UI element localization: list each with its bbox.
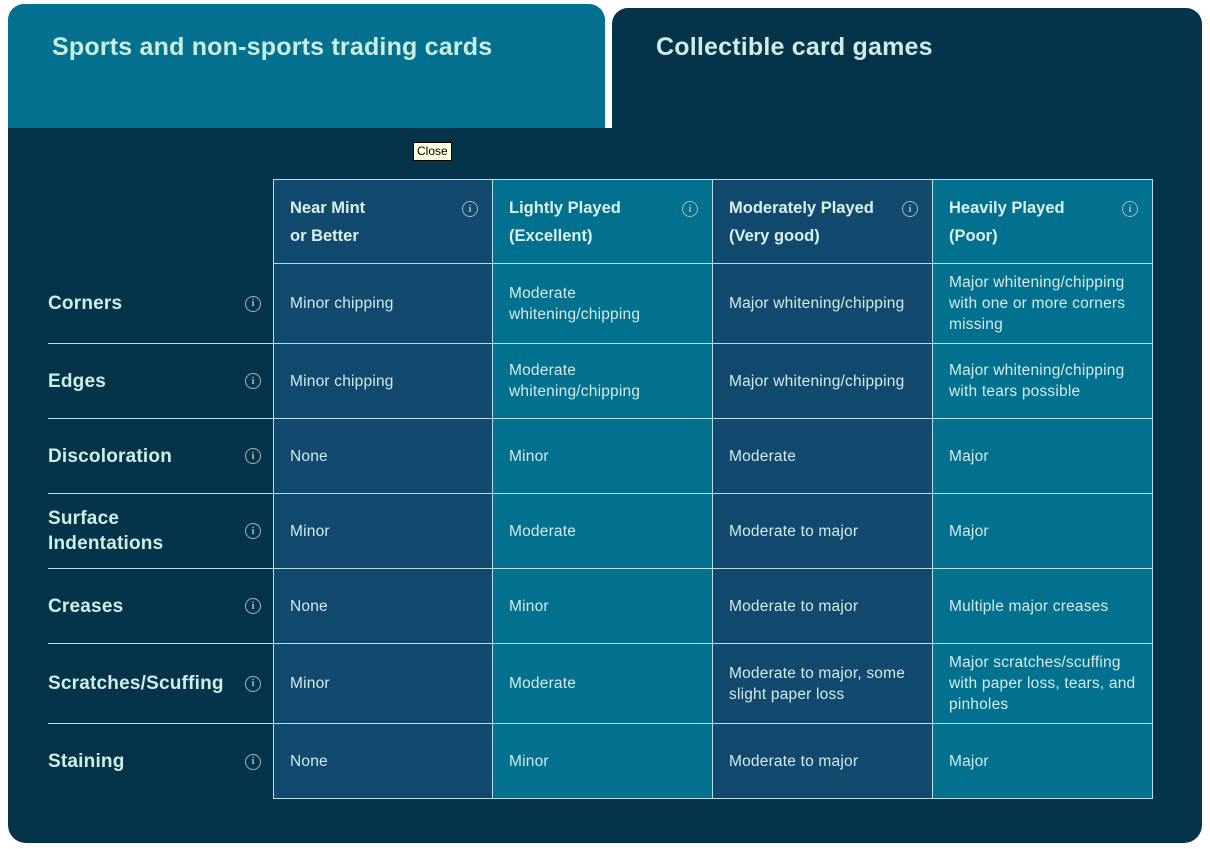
info-icon[interactable]: i <box>245 675 261 692</box>
info-icon[interactable]: i <box>245 753 261 770</box>
column-header-heavily-played: Heavily Played (Poor) i <box>933 179 1153 264</box>
info-icon[interactable]: i <box>245 523 261 539</box>
table-cell: Major whitening/chipping with one or mor… <box>933 264 1153 344</box>
column-header-moderately-played: Moderately Played (Very good) i <box>713 179 933 264</box>
table-cell: Moderate to major, some slight paper los… <box>713 644 933 724</box>
row-label-staining: Staining i <box>48 724 273 799</box>
table-cell: Major whitening/chipping <box>713 264 933 344</box>
row-label-discoloration: Discoloration i <box>48 419 273 494</box>
table-cell: Major scratches/scuffing with paper loss… <box>933 644 1153 724</box>
table-cell: Multiple major creases <box>933 569 1153 644</box>
table-cell: Moderate whitening/chipping <box>493 344 713 419</box>
column-subtitle: (Poor) <box>949 226 998 245</box>
row-label-edges: Edges i <box>48 344 273 419</box>
table-cell: Minor <box>493 569 713 644</box>
column-header-near-mint: Near Mint or Better i <box>273 179 493 264</box>
table-cell: None <box>273 724 493 799</box>
info-icon[interactable]: i <box>1122 201 1138 217</box>
table-corner-spacer <box>48 179 273 264</box>
table-cell: Minor <box>493 419 713 494</box>
table-cell: Moderate <box>493 644 713 724</box>
column-subtitle: (Excellent) <box>509 226 593 245</box>
table-cell: Minor <box>273 644 493 724</box>
tab-label: Sports and non-sports trading cards <box>52 33 493 61</box>
table-cell: None <box>273 419 493 494</box>
grading-table: Near Mint or Better i Lightly Played (Ex… <box>48 179 1202 799</box>
table-cell: Moderate to major <box>713 569 933 644</box>
table-cell: Minor chipping <box>273 264 493 344</box>
table-cell: Major whitening/chipping with tears poss… <box>933 344 1153 419</box>
info-icon[interactable]: i <box>682 201 698 217</box>
table-cell: Moderate <box>493 494 713 569</box>
info-icon[interactable]: i <box>245 295 261 312</box>
table-cell: Major <box>933 419 1153 494</box>
info-icon[interactable]: i <box>245 598 261 614</box>
column-title: Lightly Played <box>509 198 621 217</box>
tab-sports-trading-cards[interactable]: Sports and non-sports trading cards <box>8 4 605 128</box>
row-label-corners: Corners i <box>48 264 273 344</box>
tab-collectible-card-games[interactable]: Collectible card games <box>612 8 1202 129</box>
info-icon[interactable]: i <box>462 201 478 217</box>
column-subtitle: (Very good) <box>729 226 820 245</box>
table-cell: Moderate to major <box>713 724 933 799</box>
main-panel: Near Mint or Better i Lightly Played (Ex… <box>8 128 1202 843</box>
info-icon[interactable]: i <box>245 373 261 389</box>
column-title: Heavily Played <box>949 198 1065 217</box>
info-icon[interactable]: i <box>902 201 918 217</box>
table-cell: None <box>273 569 493 644</box>
table-cell: Minor chipping <box>273 344 493 419</box>
info-icon[interactable]: i <box>245 448 261 464</box>
table-cell: Moderate <box>713 419 933 494</box>
table-cell: Minor <box>273 494 493 569</box>
column-header-lightly-played: Lightly Played (Excellent) i <box>493 179 713 264</box>
table-cell: Moderate whitening/chipping <box>493 264 713 344</box>
table-cell: Moderate to major <box>713 494 933 569</box>
column-title: Moderately Played <box>729 198 874 217</box>
tab-label: Collectible card games <box>656 33 933 61</box>
table-cell: Major <box>933 724 1153 799</box>
row-label-surface-indentations: Surface Indentations i <box>48 494 273 569</box>
row-label-scratches-scuffing: Scratches/Scuffing i <box>48 644 273 724</box>
column-title: Near Mint <box>290 198 366 217</box>
table-cell: Minor <box>493 724 713 799</box>
close-tooltip: Close <box>413 142 452 161</box>
table-cell: Major <box>933 494 1153 569</box>
column-subtitle: or Better <box>290 226 359 245</box>
row-label-creases: Creases i <box>48 569 273 644</box>
table-cell: Major whitening/chipping <box>713 344 933 419</box>
